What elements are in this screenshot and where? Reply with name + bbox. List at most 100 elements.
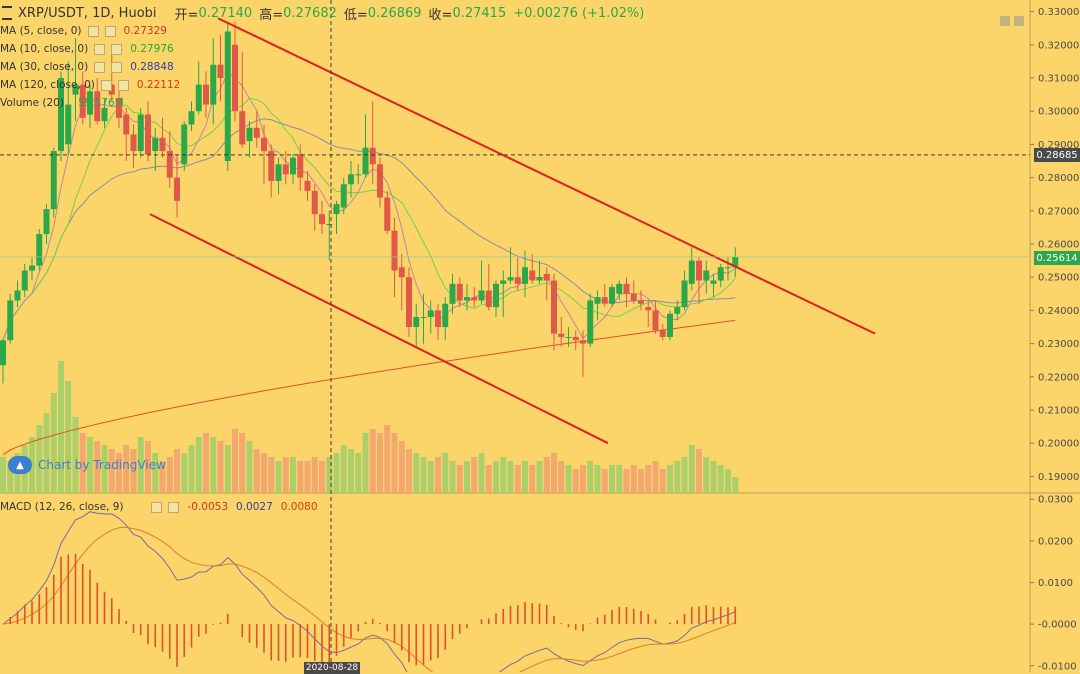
volume-bar [391,433,398,493]
volume-bar [348,449,354,493]
candle-body [674,307,681,314]
pane-up-icon[interactable] [1000,16,1010,26]
settings-icon[interactable] [100,79,112,91]
volume-bar [717,465,724,493]
tradingview-watermark[interactable]: ▲ Chart by TradingView [8,456,166,474]
candle-body [384,197,391,231]
volume-bar [326,457,333,493]
volume-bar [703,457,710,493]
volume-value: 59.176M [77,97,124,109]
volume-bar [623,469,630,493]
candle-body [232,44,238,112]
indicator-ma5[interactable]: MA (5, close, 0) 0.27329 [0,24,167,38]
candle-body [319,214,325,225]
volume-bar [507,461,514,493]
close-icon[interactable] [117,79,129,91]
volume-bar [580,465,586,493]
candle-body [681,280,688,308]
settings-icon[interactable] [94,43,106,55]
volume-bar [413,453,420,493]
candle-body [703,270,710,281]
symbol-title: XRP/USDT, 1D, Huobi [18,5,157,21]
candle-body [261,137,267,152]
indicator-ma120[interactable]: MA (120, close, 0) 0.22112 [0,78,180,92]
close-icon[interactable] [168,501,180,513]
candle-body [0,340,6,366]
candle-body [166,151,173,178]
candle-body [659,330,666,337]
upper-trend-line [217,17,876,335]
candle-body [275,164,282,181]
volume-bar [0,457,6,493]
candle-body [391,230,398,271]
crosshair-price-tag: 0.28685 [1034,148,1080,162]
ma120-value: 0.22112 [136,79,181,91]
open-label: 开= [174,7,199,23]
price-tick-label: 0.25000 [1038,273,1079,284]
candle-body [471,297,478,301]
candle-body [116,97,122,118]
settings-icon[interactable] [151,501,163,513]
volume-bar [195,437,202,493]
volume-bar [108,449,115,493]
volume-bar [87,437,93,493]
close-icon[interactable] [111,61,123,73]
candle-body [217,64,224,79]
candle-body [645,307,652,311]
candle-body [485,290,492,308]
candle-body [623,283,630,294]
volume-bar [232,429,238,493]
volume-bar [311,457,318,493]
volume-bar [456,465,463,493]
candle-body [710,280,717,284]
close-icon[interactable] [111,43,123,55]
candle-body [340,184,347,208]
candle-body [210,64,217,105]
volume-bar [304,461,311,493]
indicator-volume[interactable]: Volume (20) 59.176M [0,96,124,110]
pane-controls[interactable] [1000,16,1024,26]
macd-tick-label: 0.0300 [1038,495,1073,506]
candle-body [36,234,43,266]
ma5-label: MA (5, close, 0) [0,25,82,37]
volume-bar [50,393,57,493]
price-tick-label: 0.23000 [1038,339,1079,350]
pane-down-icon[interactable] [1014,16,1024,26]
candle-body [500,280,507,284]
close-icon[interactable] [104,25,116,37]
candle-body [50,151,57,210]
ma30-label: MA (30, close, 0) [0,61,89,73]
candle-body [21,270,28,291]
price-tick-label: 0.30000 [1038,107,1079,118]
volume-bar [362,433,369,493]
settings-icon[interactable] [87,25,99,37]
indicator-macd[interactable]: MACD (12, 26, close, 9) -0.0053 0.0027 0.00… [0,500,318,514]
hamburger-icon[interactable] [2,6,12,20]
volume-bar [145,441,151,493]
volume-bar [681,457,688,493]
volume-bar [543,457,550,493]
price-tick-label: 0.33000 [1038,7,1079,18]
open-value: 0.27140 [198,5,253,21]
volume-bar [340,445,347,493]
volume-bar [594,465,601,493]
candle-body [435,310,441,328]
volume-bar [246,441,253,493]
volume-bar [188,445,195,493]
ma10-line [2,97,736,341]
candle-body [456,283,463,301]
volume-bar [449,461,456,493]
indicator-ma30[interactable]: MA (30, close, 0) 0.28848 [0,60,174,74]
settings-icon[interactable] [94,61,106,73]
candle-body [587,300,594,344]
volume-bar [137,437,144,493]
volume-bar [203,433,209,493]
indicator-ma10[interactable]: MA (10, close, 0) 0.27976 [0,42,174,56]
volume-bar [572,469,579,493]
price-tick-label: 0.21000 [1038,406,1079,417]
candle-body [333,204,340,215]
volume-bar [174,449,180,493]
macd-line [2,511,736,672]
candle-body [558,333,565,337]
